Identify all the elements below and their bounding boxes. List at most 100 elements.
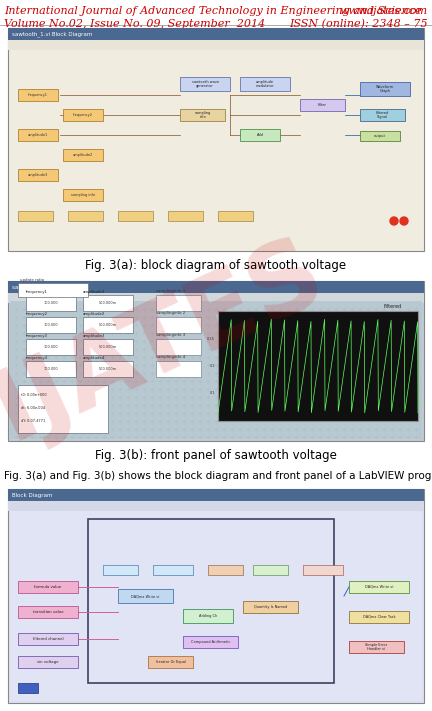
Text: amplitude2: amplitude2 — [73, 153, 93, 157]
Text: frequency4: frequency4 — [26, 356, 48, 360]
Text: 0.2: 0.2 — [210, 364, 215, 368]
Bar — [118, 589, 173, 603]
Text: Compound Arithmetic: Compound Arithmetic — [191, 640, 230, 644]
Text: www.ijates.com: www.ijates.com — [340, 6, 428, 16]
Text: amplitude
modulator: amplitude modulator — [256, 80, 274, 88]
Text: Volume No.02, Issue No. 09, September  2014: Volume No.02, Issue No. 09, September 20… — [4, 19, 265, 29]
Bar — [63, 189, 103, 201]
Text: filtered channel: filtered channel — [33, 637, 64, 641]
Bar — [8, 489, 424, 703]
Bar — [349, 641, 404, 653]
Text: Filtered
Signal: Filtered Signal — [376, 111, 389, 119]
Text: samplinginfo 3: samplinginfo 3 — [156, 333, 185, 337]
Text: frequency2: frequency2 — [73, 113, 93, 117]
Text: Iterator Or Equal: Iterator Or Equal — [156, 660, 185, 664]
Text: sampling
info: sampling info — [194, 111, 211, 119]
Text: DAQmx Clear Task: DAQmx Clear Task — [363, 615, 395, 619]
Text: amplitude4: amplitude4 — [83, 356, 105, 360]
Bar — [360, 131, 400, 141]
Bar — [88, 519, 334, 683]
Text: output: output — [374, 134, 386, 138]
Bar — [156, 317, 201, 333]
Text: sin voltage: sin voltage — [37, 660, 59, 664]
Text: ISSN (online): 2348 – 75: ISSN (online): 2348 – 75 — [289, 19, 428, 29]
Text: Simple Error
Handler vi: Simple Error Handler vi — [365, 643, 388, 651]
Bar — [349, 611, 409, 623]
Text: 500.000m: 500.000m — [99, 323, 117, 327]
Text: 500.000m: 500.000m — [99, 301, 117, 305]
Text: formula value: formula value — [35, 585, 62, 589]
Text: update ratio: update ratio — [20, 278, 44, 282]
Text: sawtooth wave
generator: sawtooth wave generator — [191, 80, 219, 88]
Circle shape — [390, 217, 398, 225]
Bar — [8, 501, 424, 511]
Text: sawtooth_1.vi Front Panel: sawtooth_1.vi Front Panel — [12, 284, 83, 290]
Text: 100.000: 100.000 — [44, 345, 58, 349]
Text: t0: 0.00e+000: t0: 0.00e+000 — [21, 393, 47, 397]
Bar — [118, 211, 153, 221]
Bar — [183, 636, 238, 648]
Text: dt: 6.00e-004: dt: 6.00e-004 — [21, 406, 45, 410]
Bar — [148, 656, 193, 668]
Bar — [240, 77, 290, 91]
Bar — [10, 511, 422, 701]
Bar — [8, 40, 424, 50]
Text: amplitude2: amplitude2 — [83, 312, 105, 316]
Text: transition value: transition value — [33, 610, 64, 614]
Text: amplitude3: amplitude3 — [83, 334, 105, 338]
Text: samplinginfo 1: samplinginfo 1 — [156, 289, 185, 293]
Text: IJATES: IJATES — [0, 223, 340, 459]
Bar — [103, 565, 138, 575]
Bar — [18, 169, 58, 181]
Bar — [18, 656, 78, 668]
Bar — [26, 339, 76, 355]
Text: sampling info: sampling info — [71, 193, 95, 197]
Bar — [18, 581, 78, 593]
Text: frequency1: frequency1 — [26, 290, 48, 294]
Text: frequency1: frequency1 — [28, 93, 48, 97]
Bar — [18, 683, 38, 693]
Text: Adding Ch: Adding Ch — [199, 614, 217, 618]
Bar — [83, 295, 133, 311]
Bar — [26, 361, 76, 377]
Text: Waveform
Graph: Waveform Graph — [376, 85, 394, 93]
Bar — [218, 311, 418, 421]
Text: DAQmx Write vi: DAQmx Write vi — [131, 594, 160, 598]
Text: Fig. 3(b): front panel of sawtooth voltage: Fig. 3(b): front panel of sawtooth volta… — [95, 449, 337, 462]
Text: 100.000: 100.000 — [44, 367, 58, 371]
Text: Quantity Is Named: Quantity Is Named — [254, 605, 287, 609]
Text: 500.000m: 500.000m — [99, 345, 117, 349]
Bar — [26, 317, 76, 333]
Bar — [243, 601, 298, 613]
Bar — [8, 293, 424, 303]
Text: Block Diagram: Block Diagram — [12, 493, 53, 498]
Text: 0.1: 0.1 — [210, 392, 215, 395]
Text: Fig. 3(a): block diagram of sawtooth voltage: Fig. 3(a): block diagram of sawtooth vol… — [86, 260, 346, 272]
Bar — [18, 606, 78, 618]
Bar — [8, 489, 424, 501]
Bar — [83, 361, 133, 377]
Bar — [63, 149, 103, 161]
Bar — [83, 317, 133, 333]
Bar — [18, 89, 58, 101]
Bar — [218, 211, 253, 221]
Bar — [153, 565, 193, 575]
Text: Filtered: Filtered — [384, 304, 402, 309]
Text: dY: 0.07-4771: dY: 0.07-4771 — [21, 419, 45, 423]
Bar — [18, 385, 108, 433]
Text: Fig. 3(a) and Fig. 3(b) shows the block diagram and front panel of a LabVIEW pro: Fig. 3(a) and Fig. 3(b) shows the block … — [4, 471, 432, 481]
Bar — [360, 109, 405, 121]
Bar — [303, 565, 343, 575]
Bar — [168, 211, 203, 221]
Text: DAQmx Write vi: DAQmx Write vi — [365, 585, 393, 589]
Bar — [180, 77, 230, 91]
Bar — [8, 28, 424, 40]
Bar — [18, 633, 78, 645]
Bar — [156, 295, 201, 311]
Bar — [253, 565, 288, 575]
Text: 0.25: 0.25 — [207, 336, 215, 341]
Bar — [8, 28, 424, 251]
Circle shape — [400, 217, 408, 225]
Text: frequency3: frequency3 — [26, 334, 48, 338]
Text: frequency2: frequency2 — [26, 312, 48, 316]
